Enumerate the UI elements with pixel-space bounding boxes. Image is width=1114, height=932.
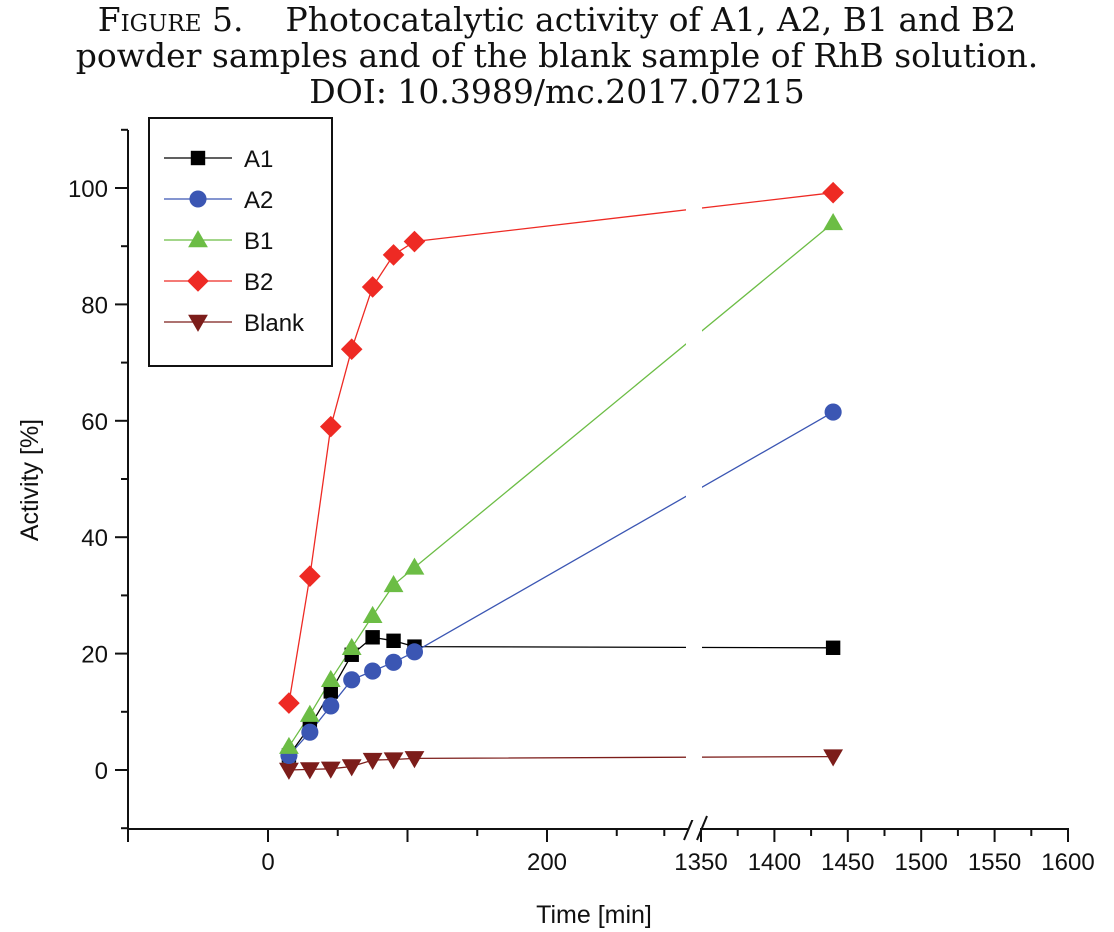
y-tick-label: 60 xyxy=(81,409,108,436)
y-tick-label: 20 xyxy=(81,642,108,669)
series-lines xyxy=(288,140,834,820)
data-point-b2 xyxy=(299,565,321,587)
data-point-a2 xyxy=(824,403,842,421)
data-point-b2 xyxy=(278,692,300,714)
data-point-a2 xyxy=(364,662,382,680)
y-axis-label: Activity [%] xyxy=(16,419,44,541)
legend-box xyxy=(148,117,333,367)
caption-line-1: Figure 5. Photocatalytic activity of A1,… xyxy=(0,2,1114,38)
data-point-b1 xyxy=(383,575,404,593)
data-point-b1 xyxy=(341,637,362,655)
data-point-a1 xyxy=(365,630,380,645)
y-tick-label: 40 xyxy=(81,525,108,552)
legend: A1 A2 B1 B2 Blank xyxy=(148,117,333,367)
data-point-a2 xyxy=(301,723,319,741)
y-tick-label: 80 xyxy=(81,292,108,319)
data-point-b1 xyxy=(362,605,383,623)
x-tick-label: 0 xyxy=(261,849,274,876)
x-tick-label: 1400 xyxy=(748,849,801,876)
data-point-b2 xyxy=(382,244,405,266)
data-point-a2 xyxy=(385,653,403,671)
data-point-a2 xyxy=(343,671,361,689)
legend-marker-b1 xyxy=(188,230,208,248)
data-point-blank xyxy=(320,761,341,779)
data-point-b2 xyxy=(319,415,342,438)
data-point-b1 xyxy=(279,736,299,754)
data-point-b2 xyxy=(403,230,426,253)
data-point-blank xyxy=(823,749,844,767)
legend-label-b2: B2 xyxy=(244,269,273,296)
caption-line-2: powder samples and of the blank sample o… xyxy=(75,36,1039,75)
legend-label-a1: A1 xyxy=(244,146,273,173)
legend-label-b1: B1 xyxy=(244,228,273,255)
data-point-b2 xyxy=(340,338,363,361)
x-tick-label: 1550 xyxy=(968,849,1021,876)
legend-label-blank: Blank xyxy=(244,310,305,337)
x-tick-label: 1600 xyxy=(1041,849,1094,876)
axes: 0 20 40 60 80 100 0 200 1350 1400 1450 1500 1550 1600 xyxy=(68,128,1095,876)
x-axis-break-mark xyxy=(696,815,708,841)
data-point-a1 xyxy=(386,633,401,648)
legend-marker-a2 xyxy=(189,190,207,208)
caption-title: Photocatalytic activity of A1, A2, B1 an… xyxy=(285,0,1017,39)
data-point-blank xyxy=(299,762,320,780)
figure-caption: Figure 5. Photocatalytic activity of A1,… xyxy=(0,2,1114,110)
axis-break-gap xyxy=(686,140,702,820)
series-markers xyxy=(278,181,844,780)
legend-label-a2: A2 xyxy=(244,187,273,214)
x-tick-label: 200 xyxy=(527,849,567,876)
data-point-a2 xyxy=(322,697,340,715)
data-point-b1 xyxy=(823,213,844,231)
data-point-blank xyxy=(383,752,404,770)
figure-label: Figure 5. xyxy=(97,0,244,39)
x-axis-label: Time [min] xyxy=(536,901,652,929)
legend-marker-a1 xyxy=(190,150,206,166)
x-tick-label: 1500 xyxy=(895,849,948,876)
data-point-b2 xyxy=(361,276,384,298)
data-point-blank xyxy=(341,759,362,777)
y-tick-label: 100 xyxy=(68,176,108,203)
y-tick-label: 0 xyxy=(95,758,108,785)
data-point-a1 xyxy=(323,684,338,699)
data-point-blank xyxy=(362,752,383,771)
data-point-b1 xyxy=(299,704,320,722)
data-point-a2 xyxy=(405,643,424,661)
data-point-b1 xyxy=(320,669,341,687)
data-point-blank xyxy=(279,762,299,780)
data-point-a1 xyxy=(825,640,841,655)
x-tick-label: 1350 xyxy=(674,849,727,876)
data-point-b2 xyxy=(822,181,844,204)
series-line-a2 xyxy=(288,411,834,756)
data-point-b1 xyxy=(404,557,425,575)
legend-marker-b2 xyxy=(187,270,209,292)
series-line-b2 xyxy=(288,192,834,704)
caption-doi: DOI: 10.3989/mc.2017.07215 xyxy=(309,72,805,111)
x-tick-label: 1450 xyxy=(821,849,874,876)
legend-marker-blank xyxy=(188,314,208,332)
series-line-a1 xyxy=(288,636,834,756)
data-point-blank xyxy=(404,751,425,769)
